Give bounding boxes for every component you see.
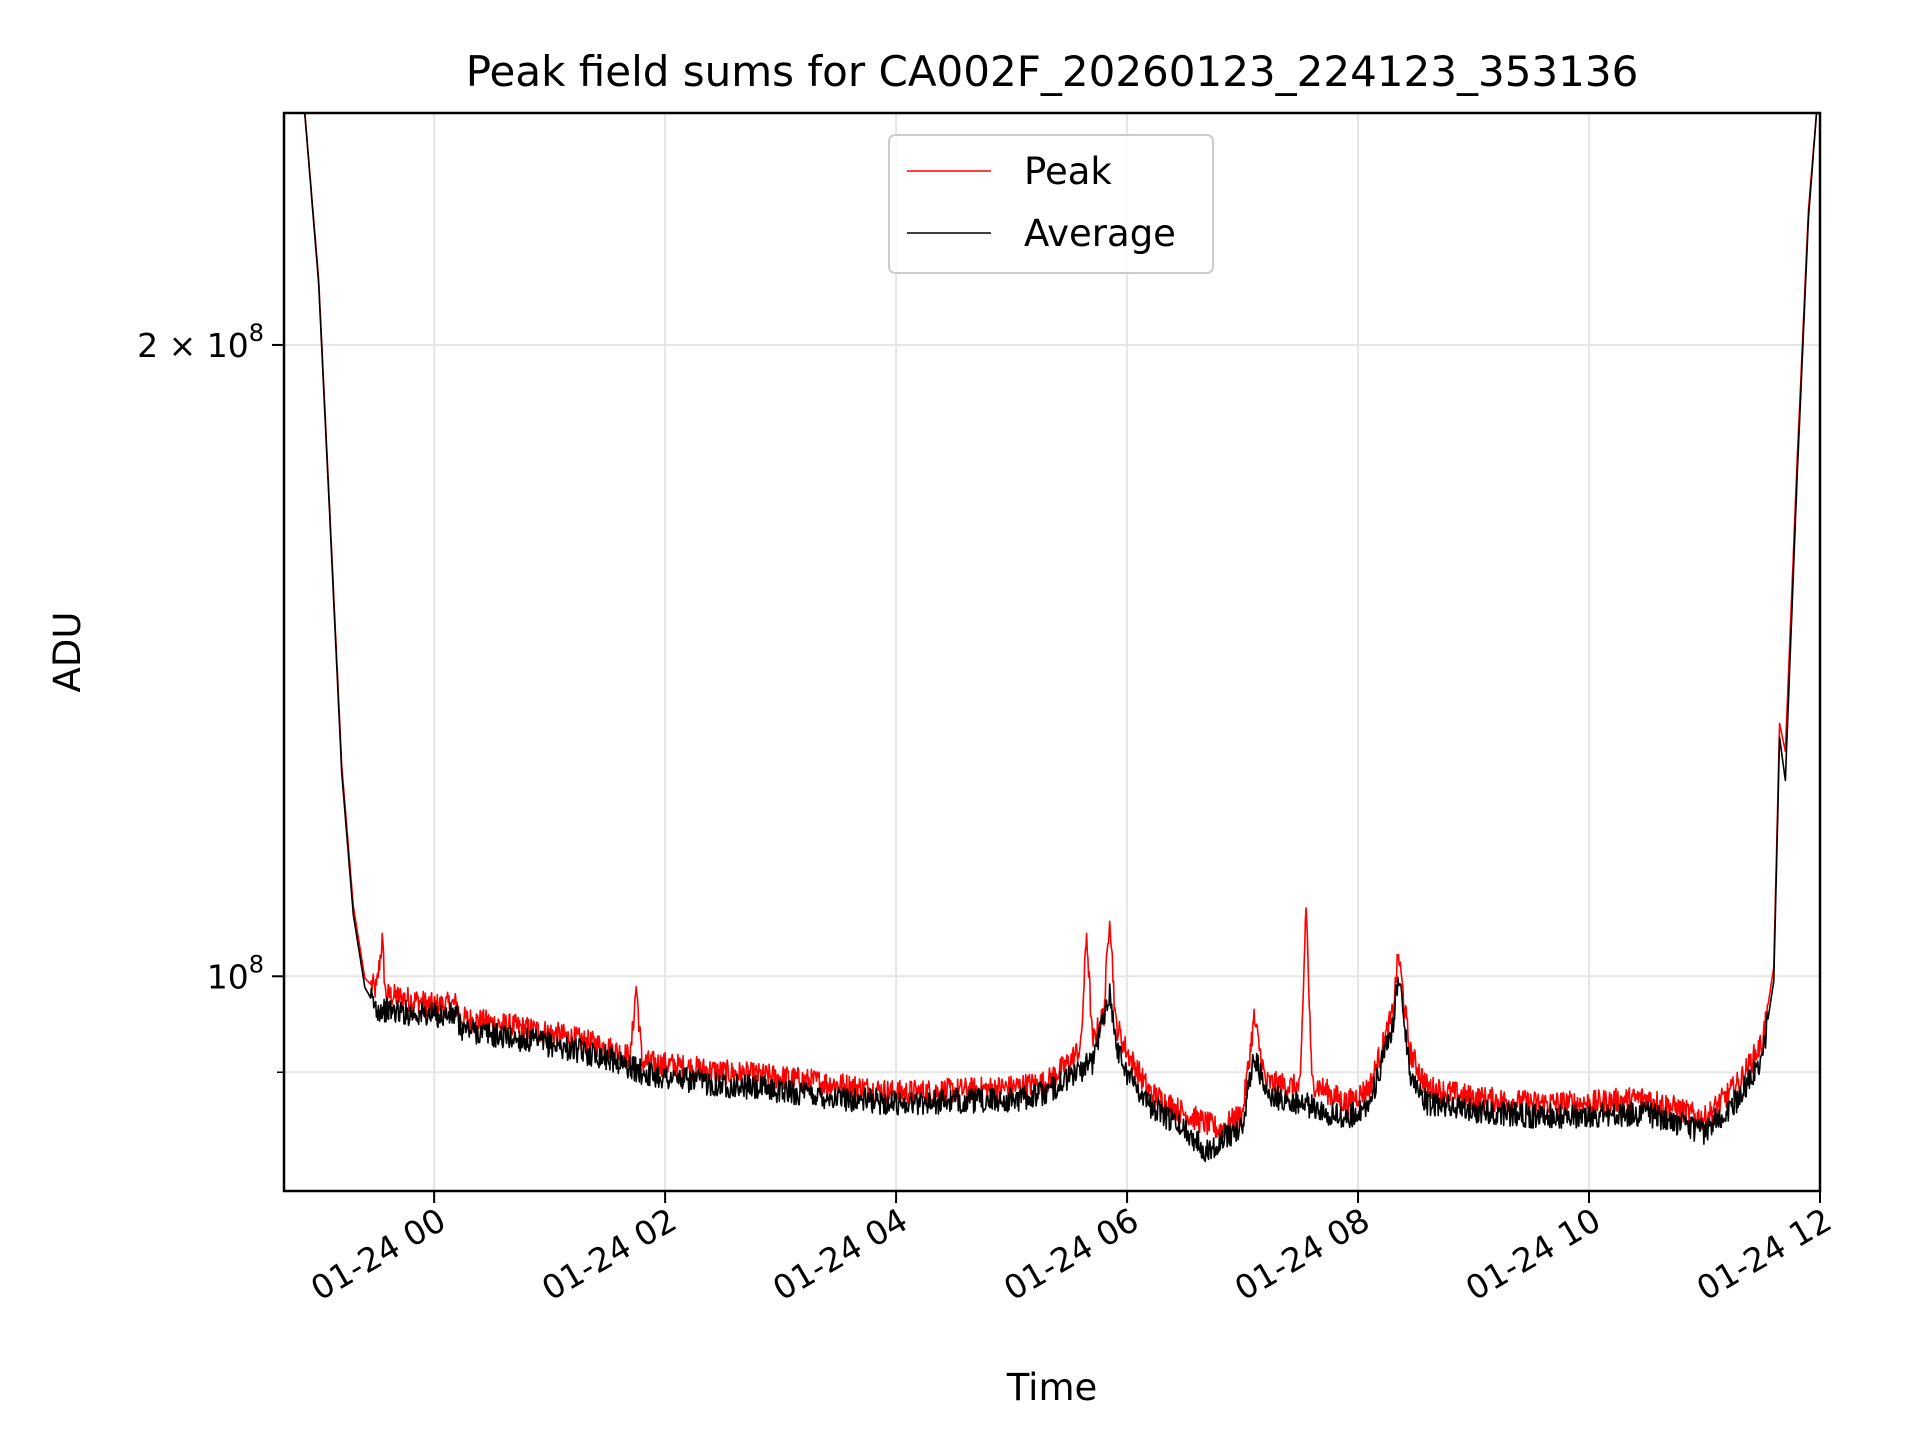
x-tick-label: 01-24 10 [1459,1200,1607,1308]
plot-frame [282,111,1822,1193]
grid [284,113,1820,1191]
x-tick-label: 01-24 06 [997,1200,1145,1308]
x-tick-label: 01-24 00 [304,1200,452,1308]
series-layer [289,113,1818,1163]
x-tick-label: 01-24 04 [766,1200,914,1308]
chart-title: Peak field sums for CA002F_20260123_2241… [466,47,1639,96]
y-axis-label: ADU [46,612,89,693]
x-tick-label: 01-24 12 [1690,1200,1838,1308]
x-tick-label: 01-24 08 [1228,1200,1376,1308]
x-axis: 01-24 00 01-24 02 01-24 04 01-24 06 01-24 08… [304,1191,1838,1308]
y-tick-label: 2 × 108 [137,319,264,365]
x-tick-label: 01-24 02 [535,1200,683,1308]
legend: Peak Average [888,134,1214,274]
legend-box [888,134,1214,274]
legend-label-peak: Peak [1024,150,1112,193]
series-line-peak [289,113,1818,1140]
x-axis-label: Time [1006,1366,1098,1409]
series-line-average [289,113,1818,1163]
legend-label-average: Average [1024,212,1176,255]
y-axis: 108 2 × 108 [137,319,284,1074]
y-tick-label: 108 [207,950,264,996]
